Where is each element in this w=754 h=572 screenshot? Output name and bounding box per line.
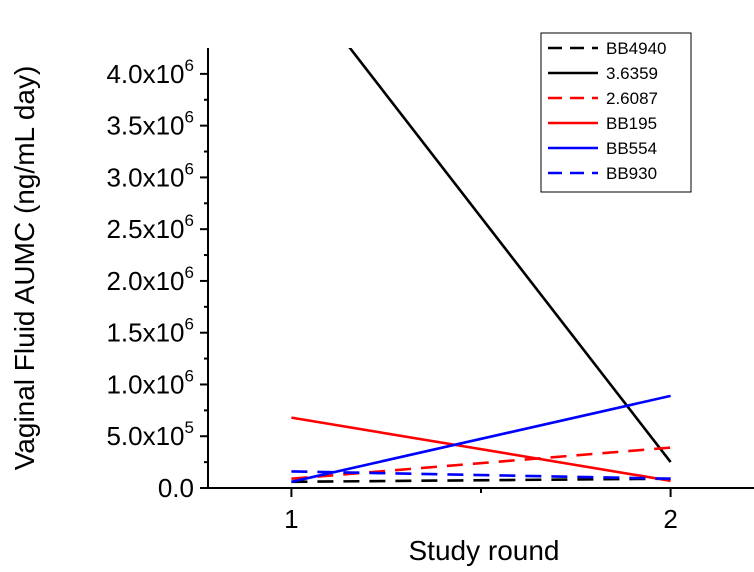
legend: BB4940 3.6359 2.6087 BB195 BB554 BB930 xyxy=(540,32,692,193)
legend-box xyxy=(540,32,692,193)
y-tick-base: 0.0 xyxy=(158,473,194,503)
y-tick-label: 0.0 xyxy=(158,473,194,503)
y-tick-label: 3.0x106 xyxy=(106,159,194,192)
y-tick-exponent: 6 xyxy=(185,263,194,282)
y-tick-base: 3.0x10 xyxy=(106,162,184,192)
y-tick-exponent: 6 xyxy=(185,315,194,334)
series-line-0 xyxy=(291,477,671,484)
legend-label-1: 3.6359 xyxy=(606,64,658,83)
y-tick-label: 2.5x106 xyxy=(106,211,194,244)
y-tick-exponent: 6 xyxy=(185,159,194,178)
y-tick-exponent: 5 xyxy=(185,418,194,437)
y-tick-label: 1.5x106 xyxy=(106,315,194,348)
y-axis-title: Vaginal Fluid AUMC (ng/mL day) xyxy=(9,66,40,471)
y-tick-exponent: 6 xyxy=(185,211,194,230)
x-tick-label: 1 xyxy=(284,504,298,534)
y-tick-base: 2.0x10 xyxy=(106,266,184,296)
y-tick-label: 1.0x106 xyxy=(106,366,194,399)
series-line-4 xyxy=(291,394,671,484)
y-tick-base: 5.0x10 xyxy=(106,421,184,451)
y-tick-label: 2.0x106 xyxy=(106,263,194,296)
legend-label-4: BB554 xyxy=(606,139,657,158)
y-tick-base: 4.0x10 xyxy=(106,59,184,89)
y-tick-base: 2.5x10 xyxy=(106,214,184,244)
y-tick-base: 1.0x10 xyxy=(106,369,184,399)
legend-label-5: BB930 xyxy=(606,164,657,183)
y-tick-exponent: 6 xyxy=(185,56,194,75)
y-tick-base: 1.5x10 xyxy=(106,318,184,348)
series-line-5 xyxy=(291,470,671,480)
y-tick-label: 3.5x106 xyxy=(106,108,194,141)
series-line-1 xyxy=(348,48,672,463)
y-tick-exponent: 6 xyxy=(185,366,194,385)
legend-label-0: BB4940 xyxy=(606,39,667,58)
y-tick-label: 5.0x105 xyxy=(106,418,194,451)
ticks: 0.05.0x1051.0x1061.5x1062.0x1062.5x1063.… xyxy=(106,56,677,534)
y-tick-base: 3.5x10 xyxy=(106,111,184,141)
y-tick-exponent: 6 xyxy=(185,108,194,127)
legend-label-3: BB195 xyxy=(606,114,657,133)
series-line-3 xyxy=(291,416,671,483)
x-axis-title: Study round xyxy=(409,535,560,566)
legend-label-2: 2.6087 xyxy=(606,89,658,108)
series-layer xyxy=(291,48,672,484)
x-tick-label: 2 xyxy=(663,504,677,534)
y-tick-label: 4.0x106 xyxy=(106,56,194,89)
